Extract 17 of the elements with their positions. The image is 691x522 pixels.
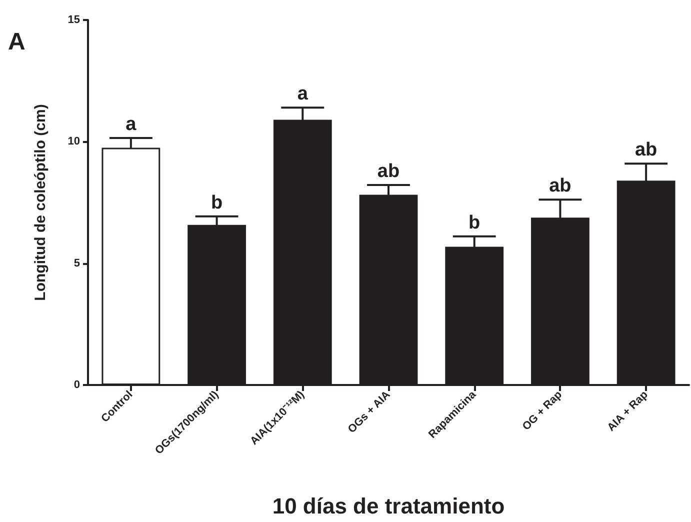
annotation: b (210, 192, 223, 214)
annotation: b (468, 212, 480, 234)
x-tick-label: OG + Rap (520, 388, 565, 433)
x-axis-title: 10 días de tratamiento (272, 494, 505, 518)
y-tick-label: 5 (74, 257, 80, 270)
text: A (8, 28, 26, 56)
y-tick-label: 10 (68, 136, 80, 148)
x-tick-label: AIA + Rap (605, 388, 651, 434)
y-tick-label: 15 (68, 14, 80, 26)
annotation: a (297, 84, 308, 105)
annotation: ab (549, 176, 572, 197)
y-tick-label: 0 (74, 379, 80, 391)
annotation: ab (634, 140, 658, 161)
x-tick-label: OGs + AIA (346, 388, 393, 436)
y-axis-title: Longitud de coleóptilo (cm) (32, 104, 49, 301)
annotation: a (126, 114, 137, 136)
annotation: ab (377, 160, 400, 182)
